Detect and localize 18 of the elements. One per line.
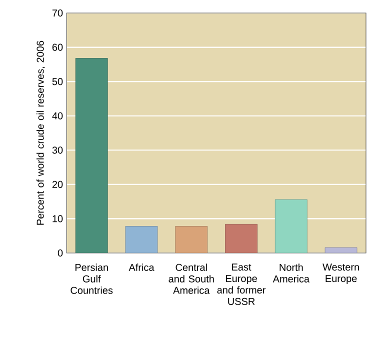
y-tick-label: 0 [58,249,63,257]
x-tick-label: Persian Gulf Countries [70,264,113,294]
x-tick-label: Western Europe [322,264,359,284]
x-tick-label: Central and South America [168,264,214,294]
y-tick-label: 70 [52,9,63,17]
y-tick-label: 10 [52,215,63,222]
y-tick-label: 20 [52,180,63,188]
bar [324,247,358,253]
y-tick-label: 40 [52,112,63,120]
bar [75,58,108,253]
y-tick-label: 50 [52,78,63,86]
y-tick-label: 60 [52,44,63,51]
x-tick-label: North America [272,264,310,282]
y-tick-label: 30 [52,146,63,154]
x-tick-label: East Europe and former USSR [217,264,266,306]
x-tick-label: Africa [128,264,154,271]
bar [225,224,258,253]
y-axis-title: Percent of world crude oil reserves, 2006 [36,40,46,225]
